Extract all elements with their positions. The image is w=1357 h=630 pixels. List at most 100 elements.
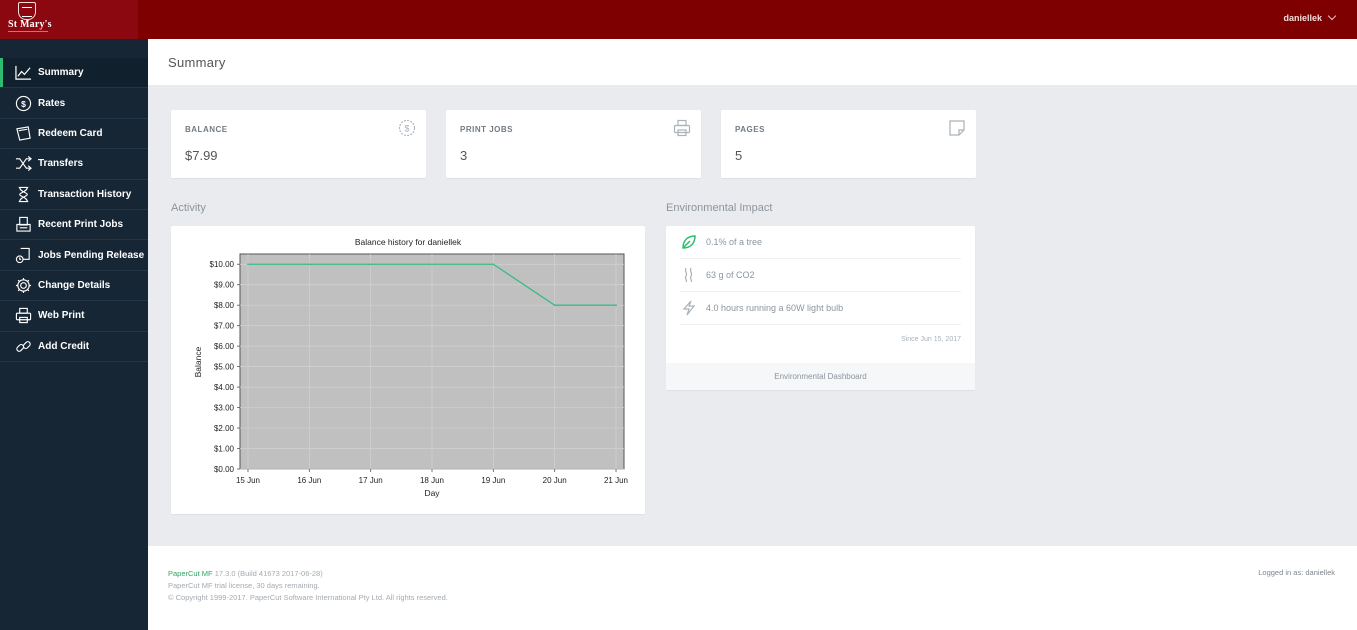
sidebar-item-jobs-pending-release[interactable]: Jobs Pending Release xyxy=(0,240,148,271)
balance-data-point xyxy=(431,263,433,266)
balance-chart: Balance history for daniellek $0.00 $1.00… xyxy=(193,237,628,498)
y-tick-label: $10.00 xyxy=(210,260,235,269)
pages-card: PAGES 5 xyxy=(721,110,976,178)
leaf-icon xyxy=(680,233,698,251)
footer-copyright: © Copyright 1999-2017. PaperCut Software… xyxy=(168,593,448,602)
chart-ylabel: Balance xyxy=(193,346,203,377)
env-co2-text: 63 g of CO2 xyxy=(706,270,755,280)
balance-data-point xyxy=(615,304,617,307)
balance-data-point xyxy=(247,263,249,266)
dollar-circle-icon: $ xyxy=(398,119,416,137)
sidebar-item-transaction-history[interactable]: Transaction History xyxy=(0,180,148,210)
sidebar-item-label: Transaction History xyxy=(38,188,132,200)
chart-xlabel: Day xyxy=(424,488,440,498)
sidebar: Summary $ Rates Redeem Card Transfers Tr… xyxy=(0,39,148,630)
sidebar-item-transfers[interactable]: Transfers xyxy=(0,149,148,180)
balance-value: $7.99 xyxy=(185,148,218,163)
hourglass-icon xyxy=(12,185,34,203)
print-jobs-card: PRINT JOBS 3 xyxy=(446,110,701,178)
sidebar-item-redeem-card[interactable]: Redeem Card xyxy=(0,119,148,150)
footer-info: PaperCut MF 17.3.0 (Build 41673 2017-06-… xyxy=(168,568,448,604)
footer-brand[interactable]: PaperCut MF xyxy=(168,569,213,578)
card-icon xyxy=(12,124,34,142)
x-tick-label: 16 Jun xyxy=(297,476,321,485)
sidebar-item-web-print[interactable]: Web Print xyxy=(0,301,148,332)
balance-chart-card: Balance history for daniellek $0.00 $1.00… xyxy=(171,226,645,514)
logged-in-label: Logged in as: xyxy=(1258,568,1304,577)
env-row-bulb: 4.0 hours running a 60W light bulb xyxy=(680,292,961,325)
sidebar-item-label: Redeem Card xyxy=(38,127,103,139)
logged-in-user: daniellek xyxy=(1305,568,1335,577)
top-bar: St Mary's daniellek xyxy=(0,0,1357,39)
lightning-icon xyxy=(680,299,698,317)
footer-logged-in: Logged in as: daniellek xyxy=(1258,568,1335,577)
sidebar-item-label: Recent Print Jobs xyxy=(38,219,124,231)
link-icon xyxy=(12,337,34,355)
x-tick-label: 19 Jun xyxy=(481,476,505,485)
co2-icon xyxy=(680,266,698,284)
y-tick-label: $1.00 xyxy=(214,445,235,454)
user-menu[interactable]: daniellek xyxy=(1283,11,1337,23)
sidebar-item-summary[interactable]: Summary xyxy=(0,58,148,89)
balance-data-point xyxy=(553,304,556,307)
balance-data-point xyxy=(369,263,372,266)
y-tick-label: $6.00 xyxy=(214,342,235,351)
balance-label: BALANCE xyxy=(185,125,228,134)
y-tick-label: $4.00 xyxy=(214,383,235,392)
y-tick-label: $5.00 xyxy=(214,363,235,372)
logo-underline xyxy=(8,31,48,33)
sidebar-item-rates[interactable]: $ Rates xyxy=(0,88,148,119)
balance-card: BALANCE $7.99 $ xyxy=(171,110,426,178)
sidebar-item-label: Web Print xyxy=(38,310,85,322)
pages-value: 5 xyxy=(735,148,743,163)
y-tick-label: $0.00 xyxy=(214,465,235,474)
y-tick-label: $8.00 xyxy=(214,301,235,310)
x-tick-label: 21 Jun xyxy=(604,476,628,485)
y-tick-label: $3.00 xyxy=(214,404,235,413)
pages-label: PAGES xyxy=(735,125,765,134)
env-row-tree: 0.1% of a tree xyxy=(680,226,961,259)
sidebar-item-add-credit[interactable]: Add Credit xyxy=(0,332,148,362)
footer-license: PaperCut MF trial license, 30 days remai… xyxy=(168,581,320,590)
sidebar-item-label: Transfers xyxy=(38,158,84,170)
main-content: Summary BALANCE $7.99 $ PRINT JOBS 3 PAG… xyxy=(148,39,1357,630)
y-tick-label: $9.00 xyxy=(214,281,235,290)
sidebar-item-label: Change Details xyxy=(38,279,111,291)
environmental-dashboard-link[interactable]: Environmental Dashboard xyxy=(666,363,975,390)
print-jobs-value: 3 xyxy=(460,148,468,163)
x-tick-label: 20 Jun xyxy=(543,476,567,485)
dollar-circle-icon: $ xyxy=(12,94,34,112)
pending-icon xyxy=(12,246,34,264)
printer-icon xyxy=(673,119,691,137)
shuffle-icon xyxy=(12,155,34,173)
env-row-co2: 63 g of CO2 xyxy=(680,259,961,292)
footer: PaperCut MF 17.3.0 (Build 41673 2017-06-… xyxy=(148,546,1357,630)
x-tick-label: 15 Jun xyxy=(236,476,260,485)
sidebar-item-recent-print-jobs[interactable]: Recent Print Jobs xyxy=(0,210,148,241)
chart-title: Balance history for daniellek xyxy=(355,237,462,247)
username: daniellek xyxy=(1283,13,1322,23)
env-tree-text: 0.1% of a tree xyxy=(706,237,763,247)
sidebar-item-label: Summary xyxy=(38,67,84,79)
sidebar-item-label: Add Credit xyxy=(38,340,90,352)
svg-text:$: $ xyxy=(21,98,26,108)
logo-text: St Mary's xyxy=(8,19,52,30)
environment-title: Environmental Impact xyxy=(666,202,773,214)
gear-icon xyxy=(12,276,34,294)
x-tick-label: 18 Jun xyxy=(420,476,444,485)
env-since: Since Jun 15, 2017 xyxy=(901,336,961,343)
env-bulb-text: 4.0 hours running a 60W light bulb xyxy=(706,303,844,313)
sidebar-item-change-details[interactable]: Change Details xyxy=(0,271,148,302)
printer-icon xyxy=(12,307,34,325)
y-tick-label: $2.00 xyxy=(214,424,235,433)
svg-text:$: $ xyxy=(404,124,409,134)
y-tick-label: $7.00 xyxy=(214,322,235,331)
chart-line-icon xyxy=(12,64,34,82)
footer-version: 17.3.0 (Build 41673 2017-06-28) xyxy=(214,569,323,578)
page-title: Summary xyxy=(168,55,226,70)
sidebar-item-label: Jobs Pending Release xyxy=(38,249,145,261)
page-header: Summary xyxy=(148,39,1357,85)
sidebar-item-label: Rates xyxy=(38,97,66,109)
crest-icon xyxy=(18,2,36,20)
school-logo[interactable]: St Mary's xyxy=(0,0,138,39)
